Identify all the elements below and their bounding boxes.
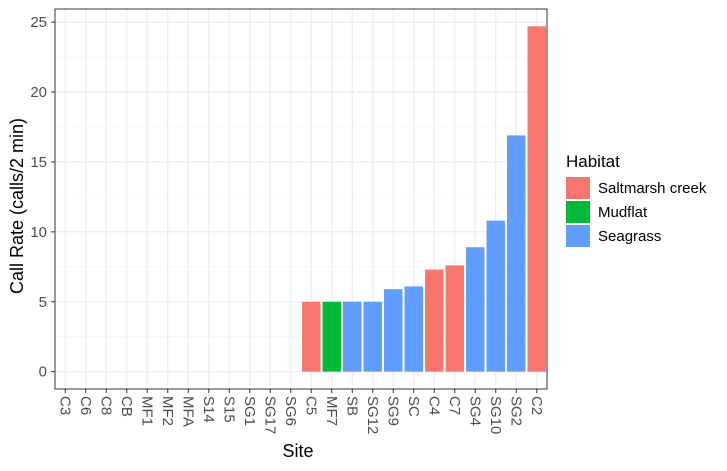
bar-sg12: [363, 301, 382, 372]
x-tick-label: C4: [425, 396, 442, 415]
x-tick-label: SG1: [241, 396, 258, 426]
bar-mf7: [322, 301, 341, 372]
y-axis-title: Call Rate (calls/2 min): [7, 118, 27, 294]
legend-swatch: [566, 201, 590, 223]
x-tick-label: SG9: [384, 396, 401, 426]
x-tick-label: S15: [220, 396, 237, 423]
x-tick-label: SC: [405, 396, 422, 417]
bar-sg10: [486, 220, 505, 372]
x-tick-label: S14: [200, 396, 217, 423]
legend-swatch: [566, 177, 590, 199]
y-tick-label: 10: [30, 224, 47, 241]
bars: [302, 26, 546, 372]
bar-sg4: [466, 247, 485, 372]
x-tick-label: MF1: [138, 396, 155, 426]
y-tick-label: 0: [39, 364, 47, 381]
panel-border: [54, 8, 548, 390]
y-axis: 0 5 10 15 20 25: [30, 14, 55, 381]
x-tick-label: C5: [302, 396, 319, 415]
x-tick-label: SB: [343, 396, 360, 416]
y-tick-label: 15: [30, 154, 47, 171]
x-axis-title: Site: [282, 441, 313, 461]
x-axis: C3 C6 C8 CB MF1 MF2 MFA S14 S15 SG1 SG17 SG6 C5 MF7 SB…: [56, 389, 545, 434]
x-tick-label: C6: [77, 396, 94, 415]
legend-title: Habitat: [566, 152, 620, 171]
bar-c4: [425, 269, 444, 372]
x-tick-label: MF7: [323, 396, 340, 426]
legend-label: Mudflat: [598, 204, 648, 221]
x-tick-label: MFA: [179, 396, 196, 427]
bar-c7: [445, 265, 464, 372]
bar-c5: [302, 301, 321, 372]
x-tick-label: SG10: [487, 396, 504, 434]
bar-sb: [343, 301, 362, 372]
legend-label: Saltmarsh creek: [598, 180, 707, 197]
x-tick-label: CB: [118, 396, 135, 417]
x-tick-label: C2: [528, 396, 545, 415]
x-tick-label: C7: [446, 396, 463, 415]
bar-c2: [527, 26, 546, 372]
bar-sg2: [507, 135, 526, 372]
x-tick-label: C3: [56, 396, 73, 415]
legend-label: Seagrass: [598, 228, 661, 245]
bar-sc: [404, 286, 423, 372]
x-tick-label: SG2: [507, 396, 524, 426]
y-tick-label: 5: [39, 294, 47, 311]
x-tick-label: SG4: [466, 396, 483, 426]
x-tick-label: SG6: [282, 396, 299, 426]
legend-items: Saltmarsh creek Mudflat Seagrass: [566, 177, 707, 247]
bar-sg9: [384, 289, 403, 372]
x-tick-label: MF2: [159, 396, 176, 426]
legend-swatch: [566, 225, 590, 247]
legend: Habitat Saltmarsh creek Mudflat Seagrass: [566, 152, 707, 247]
y-tick-label: 25: [30, 14, 47, 31]
x-tick-label: C8: [97, 396, 114, 415]
x-tick-label: SG17: [261, 396, 278, 434]
x-tick-label: SG12: [364, 396, 381, 434]
y-tick-label: 20: [30, 84, 47, 101]
